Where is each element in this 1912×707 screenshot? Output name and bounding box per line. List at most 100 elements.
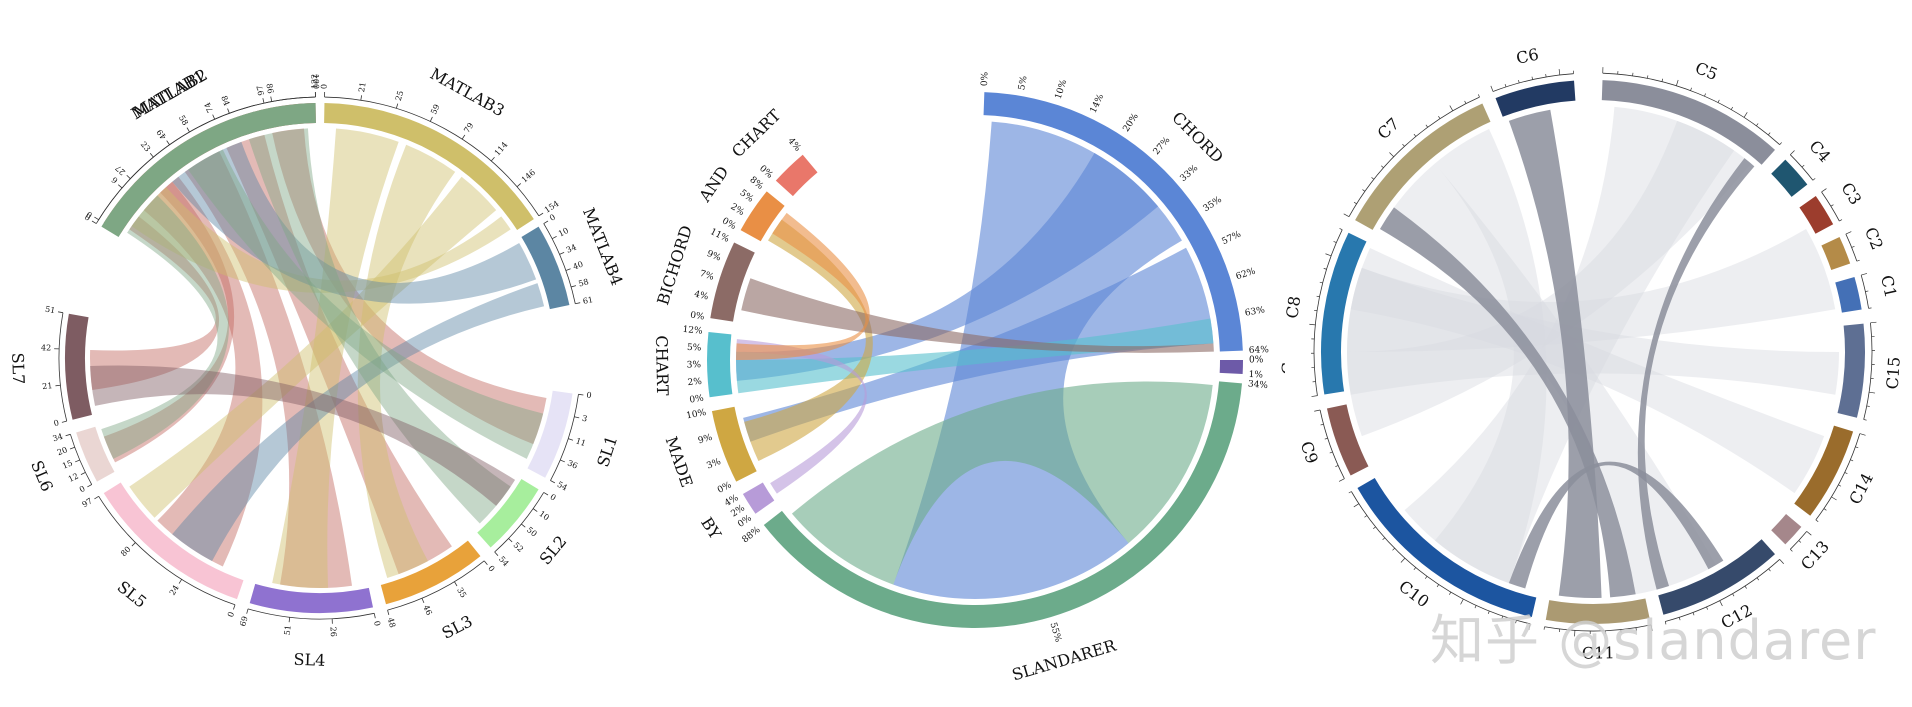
tick-label: 7% [698,269,715,283]
group-label: BICHORD [653,223,696,307]
tick-label: 0% [980,71,991,86]
tick-mark [1691,88,1692,91]
tick-mark [187,128,190,132]
tick-mark [1780,142,1782,144]
tick-mark [1314,410,1320,411]
tick-mark [374,613,375,618]
tick-mark [1745,586,1747,589]
tick-mark [1824,509,1826,511]
tick-label: 27% [1152,135,1173,157]
tick-mark [1426,125,1428,127]
tick-mark [1731,107,1732,110]
group-label: SL1 [593,433,621,469]
tick-mark [213,115,215,120]
tick-mark [1309,324,1315,325]
tick-label: 86 [264,83,275,95]
tick-mark [560,460,565,462]
tick-mark [1354,504,1359,507]
tick-label: 10 [537,509,551,522]
tick-label: 114 [493,140,510,157]
tick-mark [1478,94,1479,97]
tick-label: 74 [203,101,215,114]
tick-mark [118,185,122,188]
group-arc [707,332,732,397]
tick-label: 12 [67,471,80,484]
group-arc [65,314,92,420]
tick-mark [491,157,494,161]
tick-label: 24 [168,583,181,596]
tick-mark [1744,112,1747,117]
group-label: MATLAB4 [579,205,627,288]
tick-mark [94,217,98,220]
tick-label: 3 [581,414,588,424]
group-arc [1835,277,1861,313]
tick-label: 59 [429,103,441,116]
group-label: MADE [662,434,697,490]
tick-label: 63% [1244,305,1266,318]
tick-mark [1330,452,1333,453]
chord-chart-percent-svg: 0%5%10%14%20%27%33%35%57%62%63%64%CHORD0… [645,0,1285,703]
tick-label: 5% [1017,75,1029,91]
tick-mark [1389,153,1393,157]
watermark: 知乎 @slandarer [1430,596,1876,675]
tick-label: 79 [462,121,475,134]
tick-mark [1662,79,1663,82]
tick-mark [1414,134,1416,136]
tick-mark [1465,101,1466,104]
tick-label: 3% [687,360,702,370]
tick-label: 0 [548,213,557,223]
tick-mark [1855,447,1858,448]
group-arc [1220,360,1243,374]
tick-mark [566,269,571,271]
tick-mark [574,417,579,418]
tick-mark [263,98,264,103]
tick-label: 42 [41,343,51,352]
tick-label: 34% [1247,379,1268,391]
tick-label: 8% [748,175,766,192]
group-label: CHART [652,335,672,396]
tick-mark [1816,520,1818,522]
tick-label: 4% [693,290,710,303]
tick-label: 51 [44,305,56,316]
tick-label: 20 [56,445,69,457]
tick-label: 0% [757,164,775,181]
tick-mark [271,97,272,102]
tick-label: 54 [497,555,511,569]
tick-label: 26 [329,626,338,637]
group-label: AND [695,163,733,206]
group-label: C1 [1877,273,1900,299]
group-label: C15 [1883,356,1904,390]
tick-label: 23 [139,140,152,154]
tick-label: 11% [708,227,731,245]
tick-mark [247,609,248,614]
tick-mark [361,95,362,100]
tick-label: 10% [1054,78,1070,101]
tick-mark [454,582,457,586]
tick-mark [1780,559,1784,563]
tick-mark [396,104,397,109]
tick-label: 10 [557,226,570,239]
tick-mark [568,439,573,441]
group-label: C10 [1395,577,1433,612]
tick-label: 14% [1089,92,1107,115]
group-label: SL2 [536,532,571,569]
tick-mark [1867,406,1870,407]
group-label: C7 [1374,114,1403,143]
tick-label: 0% [689,310,705,322]
tick-mark [1312,396,1318,397]
tick-mark [1790,150,1794,154]
group-arc [250,584,373,613]
tick-mark [1373,527,1375,529]
tick-label: 64% [1249,345,1270,356]
tick-mark [1354,202,1357,204]
tick-label: 146 [520,168,537,185]
group-label: C6 [1514,44,1540,67]
group-arc [743,483,774,514]
tick-label: 5% [687,343,702,354]
tick-mark [1317,296,1320,297]
tick-label: 2% [687,377,702,388]
tick-mark [55,385,60,386]
